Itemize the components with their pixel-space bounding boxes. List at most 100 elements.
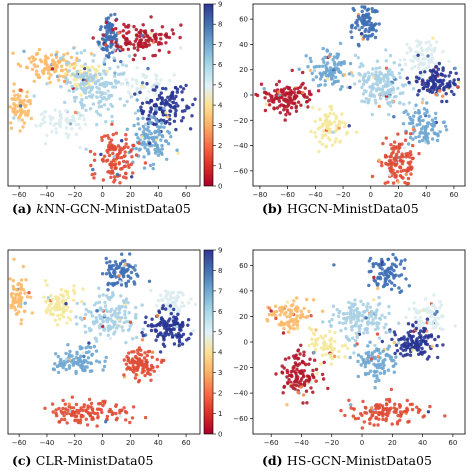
scatter-point: [435, 323, 438, 326]
scatter-point: [162, 359, 165, 362]
scatter-point: [84, 331, 87, 334]
scatter-point: [177, 291, 180, 294]
scatter-point: [340, 85, 343, 88]
scatter-point: [280, 103, 283, 106]
scatter-point: [148, 280, 151, 283]
scatter-point: [136, 98, 139, 101]
scatter-point: [169, 304, 172, 307]
scatter-point: [425, 110, 428, 113]
scatter-point: [311, 342, 314, 345]
scatter-point: [348, 306, 351, 309]
scatter-point: [110, 40, 113, 43]
scatter-point: [144, 161, 147, 164]
scatter-point: [256, 94, 259, 97]
scatter-point: [61, 407, 64, 410]
scatter-point: [176, 152, 179, 155]
scatter-point: [438, 130, 441, 133]
scatter-point: [155, 85, 158, 88]
scatter-point: [82, 81, 85, 84]
scatter-point: [299, 344, 302, 347]
scatter-point: [398, 63, 401, 66]
scatter-point: [109, 337, 112, 340]
scatter-point: [139, 32, 142, 35]
scatter-point: [160, 125, 163, 128]
scatter-point: [435, 344, 438, 347]
scatter-point: [164, 87, 167, 90]
x-tick-label: −20: [67, 439, 82, 447]
scatter-point: [381, 142, 384, 145]
scatter-point: [392, 76, 395, 79]
scatter-point: [341, 322, 344, 325]
panel-caption: (a) kNN-GCN-MinistData05: [12, 201, 191, 216]
scatter-point: [334, 76, 337, 79]
scatter-point: [142, 73, 145, 76]
scatter-point: [144, 143, 147, 146]
scatter-point: [421, 53, 424, 56]
scatter-point: [107, 329, 110, 332]
scatter-point: [159, 106, 162, 109]
scatter-point: [157, 323, 160, 326]
scatter-point: [130, 155, 133, 158]
scatter-point: [298, 90, 301, 93]
scatter-point: [323, 83, 326, 86]
scatter-point: [182, 333, 185, 336]
scatter-point: [67, 355, 70, 358]
scatter-point: [42, 111, 45, 114]
x-tick-label: 0: [360, 439, 364, 447]
scatter-point: [147, 129, 150, 132]
scatter-point: [169, 135, 172, 138]
y-tick-label: −20: [233, 117, 248, 125]
scatter-point: [345, 316, 348, 319]
colorbar-tick-label: 7: [218, 41, 222, 49]
scatter-point: [388, 279, 391, 282]
scatter-point: [412, 115, 415, 118]
scatter-point: [16, 93, 19, 96]
scatter-point: [335, 128, 338, 131]
scatter-point: [98, 87, 101, 90]
scatter-point: [81, 106, 84, 109]
scatter-point: [160, 91, 163, 94]
scatter-point: [378, 336, 381, 339]
scatter-point: [66, 306, 69, 309]
scatter-point: [410, 167, 413, 170]
colorbar-tick-label: 9: [218, 247, 222, 255]
scatter-point: [363, 74, 366, 77]
scatter-point: [313, 131, 316, 134]
scatter-point: [343, 355, 346, 358]
scatter-point: [322, 377, 325, 380]
scatter-point: [366, 35, 369, 38]
scatter-point: [457, 78, 460, 81]
scatter-point: [378, 159, 381, 162]
scatter-point: [428, 58, 431, 61]
scatter-point: [168, 131, 171, 134]
scatter-point: [134, 306, 137, 309]
scatter-point: [84, 90, 87, 93]
scatter-point: [54, 319, 57, 322]
scatter-point: [283, 87, 286, 90]
scatter-point: [139, 87, 142, 90]
scatter-point: [127, 311, 130, 314]
scatter-point: [126, 160, 129, 163]
panel-caption: (b) HGCN-MinistData05: [262, 201, 419, 216]
scatter-point: [20, 288, 23, 291]
scatter-point: [84, 313, 87, 316]
scatter-point: [151, 351, 154, 354]
scatter-point: [403, 146, 406, 149]
scatter-point: [179, 46, 182, 49]
scatter-point: [365, 97, 368, 100]
scatter-point: [417, 152, 420, 155]
scatter-point: [364, 406, 367, 409]
scatter-point: [333, 55, 336, 58]
scatter-point: [301, 401, 304, 404]
scatter-point: [399, 58, 402, 61]
scatter-point: [305, 298, 308, 301]
scatter-point: [101, 72, 104, 75]
scatter-point: [130, 95, 133, 98]
scatter-point: [129, 265, 132, 268]
scatter-point: [141, 303, 144, 306]
scatter-point: [360, 355, 363, 358]
scatter-point: [123, 154, 126, 157]
scatter-point: [374, 101, 377, 104]
scatter-point: [161, 307, 164, 310]
scatter-point: [370, 310, 373, 313]
